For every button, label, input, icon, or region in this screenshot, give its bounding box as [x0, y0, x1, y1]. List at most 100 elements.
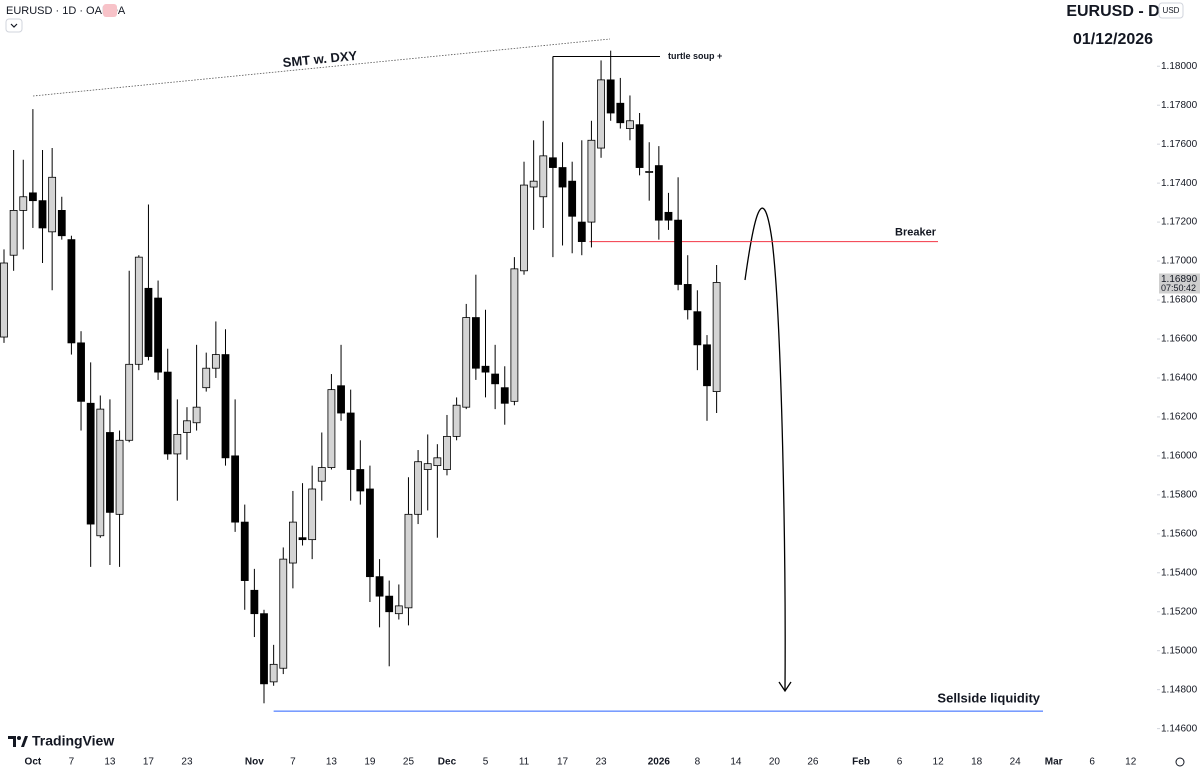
candle-body: [28, 192, 37, 202]
candle-body: [67, 239, 76, 344]
candle-body: [529, 180, 538, 188]
candle-body: [337, 385, 345, 414]
x-tick-label: 2026: [648, 757, 671, 768]
candle-body: [173, 434, 182, 455]
candle-body: [134, 256, 143, 365]
x-tick-label: 13: [104, 757, 116, 768]
x-tick-label: 18: [971, 757, 983, 768]
y-tick-label: 1.17400: [1161, 178, 1198, 189]
candle-body: [433, 457, 442, 467]
currency-label: USD: [1163, 6, 1180, 15]
x-tick-label: 7: [69, 757, 75, 768]
x-tick-label: 6: [1089, 757, 1095, 768]
brand: TradingView: [32, 733, 114, 749]
candle-body: [125, 363, 134, 441]
candle-body: [674, 219, 682, 285]
arrow-head: [778, 681, 792, 693]
candle-body: [616, 102, 625, 124]
candle-body: [385, 595, 394, 613]
candle-body: [144, 287, 153, 357]
candle-body: [481, 365, 490, 373]
candle-body: [500, 387, 509, 404]
x-tick-label: 11: [519, 757, 530, 768]
y-tick-label: 1.14600: [1161, 723, 1198, 734]
collapse-button[interactable]: [5, 18, 23, 33]
y-tick-label: 1.17000: [1161, 256, 1198, 267]
candle-body: [703, 344, 711, 387]
candle-body: [683, 284, 692, 311]
candle-body: [606, 79, 615, 114]
x-tick-label: 25: [403, 757, 415, 768]
chart-title: EURUSD - D: [1066, 3, 1159, 20]
candle-body: [115, 439, 124, 515]
x-tick-label: 5: [483, 757, 489, 768]
candle-body: [452, 404, 461, 437]
candle-body: [597, 79, 605, 149]
turtle-soup-label: turtle soup +: [668, 51, 722, 61]
chart-date: 01/12/2026: [1073, 31, 1153, 48]
currency-button[interactable]: [1158, 2, 1184, 19]
candle-body: [577, 221, 586, 242]
candle-body: [443, 435, 451, 470]
y-tick-label: 1.15400: [1161, 567, 1198, 578]
settings-icon[interactable]: [1175, 757, 1185, 767]
x-tick-label: 14: [730, 757, 742, 768]
candle-body: [626, 120, 634, 129]
candle-body: [0, 262, 8, 338]
candle-body: [77, 342, 85, 402]
y-tick-label: 1.16000: [1161, 451, 1198, 462]
x-tick-label: Dec: [438, 757, 457, 768]
x-tick-label: 20: [769, 757, 781, 768]
x-tick-label: 13: [326, 757, 338, 768]
candle-body: [375, 576, 384, 597]
chevron-icon: [10, 23, 18, 28]
x-tick-label: 12: [933, 757, 945, 768]
candle-body: [154, 297, 162, 373]
candle-body: [231, 455, 240, 523]
candle-body: [250, 589, 259, 615]
candle-body: [240, 521, 249, 581]
y-tick-label: 1.16800: [1161, 295, 1198, 306]
candle-body: [163, 371, 172, 455]
candle-body: [568, 180, 577, 217]
candle-body: [423, 463, 432, 470]
candle-body: [462, 317, 471, 408]
candle-body: [260, 613, 268, 685]
x-tick-label: 12: [1125, 757, 1137, 768]
candle-body: [9, 210, 18, 256]
y-tick-label: 1.17600: [1161, 139, 1198, 150]
x-tick-label: 6: [897, 757, 903, 768]
projection-arrow: [744, 207, 786, 691]
x-tick-label: Feb: [852, 757, 870, 768]
y-tick-label: 1.15600: [1161, 528, 1198, 539]
x-tick-label: Nov: [245, 757, 264, 768]
candle-body: [192, 406, 201, 424]
candle-body: [211, 354, 220, 369]
breaker-label: Breaker: [895, 226, 937, 238]
candle-body: [520, 184, 528, 272]
y-tick-label: 1.17200: [1161, 217, 1198, 228]
x-tick-label: 7: [290, 757, 296, 768]
candle-body: [308, 488, 317, 541]
candle-body: [693, 311, 702, 346]
candle-body: [414, 461, 422, 515]
price-tag-value: 1.16890: [1161, 274, 1198, 285]
candle-body: [635, 124, 644, 168]
y-tick-label: 1.18000: [1161, 61, 1198, 72]
y-tick-label: 1.16400: [1161, 373, 1198, 384]
symbol-header: EURUSD · 1D · OANDA: [6, 5, 126, 17]
candle-body: [558, 167, 567, 188]
candle-body: [298, 537, 307, 541]
y-tick-label: 1.15800: [1161, 489, 1198, 500]
candle-body: [202, 367, 211, 389]
x-tick-label: 26: [807, 757, 819, 768]
price-tag-countdown: 07:50:42: [1161, 283, 1196, 293]
candle-body: [57, 210, 66, 237]
candle-body: [366, 488, 374, 578]
candle-body: [356, 469, 365, 492]
x-tick-label: 24: [1010, 757, 1022, 768]
candle-body: [404, 513, 413, 609]
candle-body: [106, 432, 114, 513]
